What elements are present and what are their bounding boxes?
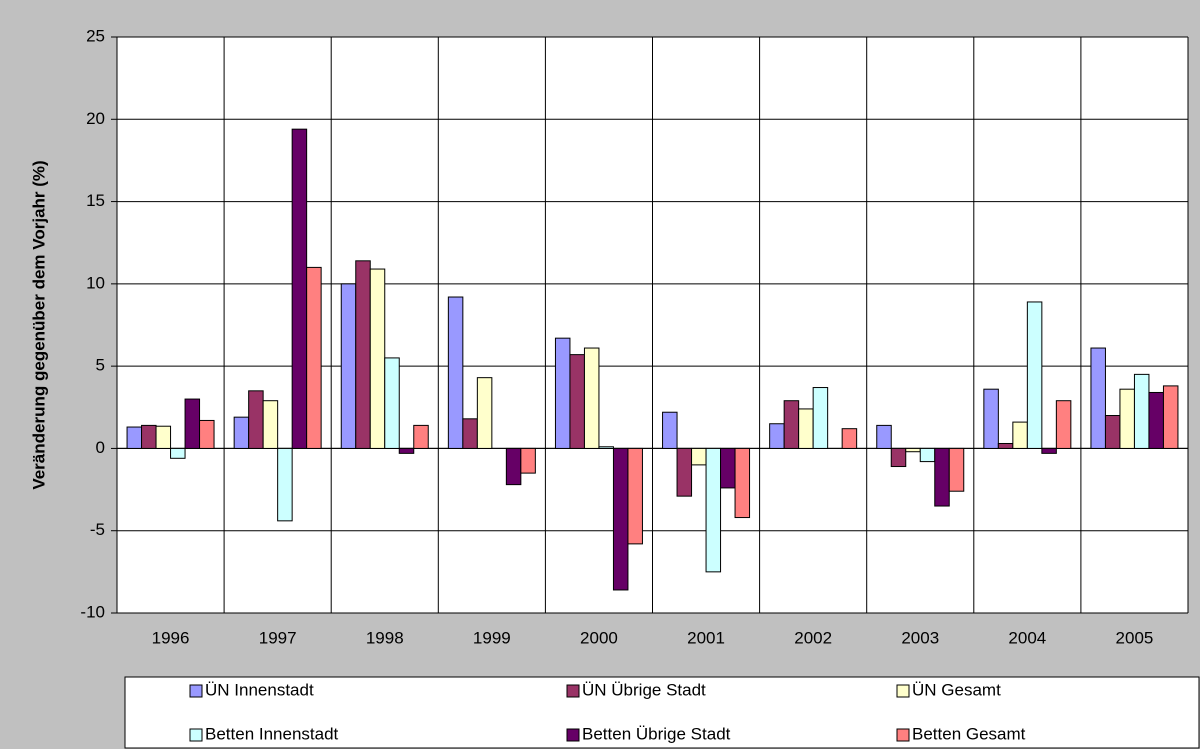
bar (783, 400, 800, 449)
bar (155, 425, 172, 449)
bar (798, 408, 814, 449)
bar (905, 447, 921, 453)
x-tick-label: 2001 (687, 628, 725, 647)
y-tick-label: 0 (96, 438, 105, 457)
x-tick-label: 2004 (1008, 628, 1046, 647)
bar (841, 428, 858, 449)
x-tick-label: 1999 (473, 628, 511, 647)
bar (398, 447, 415, 454)
bar (384, 357, 400, 449)
y-tick-label: -10 (80, 602, 105, 621)
bar (1148, 391, 1164, 449)
bar (277, 447, 293, 522)
bar (676, 447, 693, 497)
bar (1055, 400, 1072, 449)
bar (413, 424, 429, 449)
bar (262, 400, 279, 449)
bar (997, 442, 1014, 449)
bar (291, 128, 308, 449)
bar (812, 387, 829, 449)
legend-label: Betten Gesamt (912, 724, 1026, 743)
x-tick-label: 2003 (901, 628, 939, 647)
bar (627, 447, 643, 545)
bar (876, 424, 892, 449)
bar (462, 418, 478, 449)
x-tick-label: 1998 (366, 628, 404, 647)
bar (340, 283, 357, 449)
legend-swatch (189, 728, 203, 742)
legend-label: ÜN Gesamt (912, 680, 1001, 699)
bar (199, 419, 215, 449)
y-tick-label: 5 (96, 356, 105, 375)
bar (569, 354, 585, 449)
bar (141, 424, 157, 449)
x-tick-label: 2002 (794, 628, 832, 647)
y-tick-label: 20 (86, 109, 105, 128)
bar (476, 377, 493, 449)
bar (505, 447, 522, 486)
bar (612, 447, 629, 591)
x-tick-label: 1997 (259, 628, 297, 647)
x-tick-label: 2000 (580, 628, 618, 647)
bar (890, 447, 907, 468)
bar (583, 347, 600, 449)
bar (705, 447, 722, 573)
bar (306, 266, 322, 449)
y-axis-title: Veränderung gegenüber dem Vorjahr (%) (29, 160, 48, 489)
bar (934, 447, 950, 507)
x-tick-label: 2005 (1116, 628, 1154, 647)
bar (983, 388, 999, 449)
bar (598, 446, 614, 449)
x-tick-label: 1996 (152, 628, 190, 647)
bar (720, 447, 736, 489)
bar (1133, 373, 1150, 449)
bar (554, 337, 571, 449)
legend-label: ÜN Innenstadt (205, 680, 314, 699)
bar (1012, 421, 1028, 449)
y-tick-label: 10 (86, 273, 105, 292)
y-tick-label: -5 (90, 520, 105, 539)
bar (520, 447, 536, 474)
legend-swatch (566, 728, 580, 742)
bar (170, 447, 186, 459)
legend-label: Betten Innenstadt (205, 724, 339, 743)
bar (662, 411, 678, 449)
legend-label: Betten Übrige Stadt (582, 724, 731, 743)
bar (184, 398, 201, 449)
bar (248, 390, 264, 449)
legend-swatch (896, 728, 910, 742)
bar (126, 426, 143, 449)
bar (1104, 415, 1121, 449)
legend-swatch (566, 684, 580, 698)
bar (1162, 385, 1179, 449)
legend-swatch (896, 684, 910, 698)
y-tick-label: 25 (86, 26, 105, 45)
bar (1119, 388, 1135, 449)
bar (769, 423, 785, 449)
bar (233, 416, 250, 449)
bar (734, 447, 751, 519)
bar (1026, 301, 1043, 449)
bar (919, 447, 936, 463)
bar (355, 260, 371, 449)
bar (1041, 447, 1057, 454)
bar (691, 447, 707, 466)
bar (447, 296, 464, 449)
bar (1090, 347, 1106, 449)
legend-label: ÜN Übrige Stadt (582, 680, 706, 699)
legend-swatch (189, 684, 203, 698)
bar (948, 447, 965, 492)
bar (369, 268, 386, 449)
y-tick-label: 15 (86, 191, 105, 210)
legend (124, 676, 1200, 749)
